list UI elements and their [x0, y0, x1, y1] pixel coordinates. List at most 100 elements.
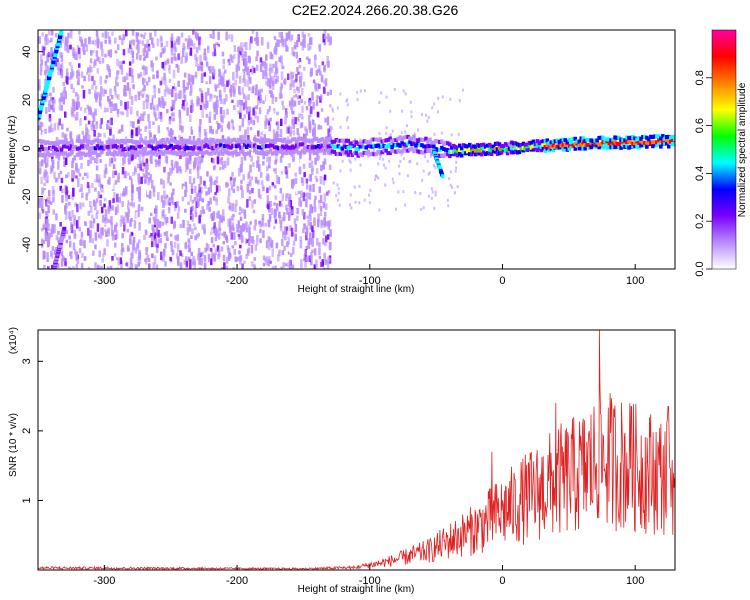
noise-cell	[297, 71, 300, 75]
noise-cell	[192, 135, 196, 141]
noise-cell	[214, 227, 218, 235]
signal-cell	[356, 147, 360, 151]
noise-cell	[195, 201, 198, 208]
noise-cell	[132, 241, 135, 251]
signal-cell	[533, 146, 538, 151]
signal-cell	[316, 139, 321, 143]
noise-cell	[290, 146, 293, 153]
noise-cell	[104, 208, 108, 217]
noise-cell	[80, 184, 83, 190]
signal-cell	[149, 150, 153, 154]
noise-cell	[245, 228, 249, 233]
noise-cell	[177, 65, 180, 73]
noise-cell	[316, 168, 319, 175]
noise-cell	[165, 156, 169, 164]
signal-cell	[442, 147, 446, 152]
noise-cell	[257, 130, 260, 137]
signal-cell	[87, 146, 92, 151]
signal-cell	[434, 138, 438, 143]
signal-cell	[197, 150, 201, 155]
signal-cell	[499, 150, 504, 155]
noise-cell	[244, 100, 248, 109]
noise-cell	[243, 79, 247, 87]
noise-cell	[123, 76, 127, 83]
noise-cell	[250, 37, 253, 44]
noise-cell	[298, 58, 302, 62]
noise-cell	[233, 105, 236, 110]
noise-cell	[180, 177, 183, 183]
noise-cell	[106, 218, 110, 224]
noise-cell	[325, 221, 328, 226]
noise-cell	[414, 191, 417, 194]
noise-cell	[389, 109, 392, 113]
signal-cell	[368, 144, 372, 149]
signal-cell	[103, 150, 108, 155]
noise-cell	[258, 164, 261, 172]
noise-cell	[198, 43, 201, 51]
noise-cell	[384, 183, 387, 187]
noise-cell	[144, 162, 147, 170]
noise-cell	[326, 91, 330, 96]
noise-cell	[304, 262, 307, 268]
noise-cell	[268, 67, 272, 77]
signal-cell	[466, 149, 470, 154]
signal-cell	[266, 144, 271, 149]
noise-cell	[186, 220, 190, 226]
noise-cell	[219, 57, 223, 62]
signal-cell	[181, 152, 185, 157]
noise-cell	[97, 39, 100, 44]
noise-cell	[329, 241, 332, 250]
noise-cell	[239, 135, 242, 140]
signal-cell	[143, 140, 147, 145]
noise-cell	[246, 79, 250, 88]
signal-cell	[472, 150, 476, 155]
signal-cell	[475, 143, 480, 147]
signal-cell	[310, 145, 315, 150]
noise-cell	[194, 128, 197, 137]
signal-cell	[83, 144, 88, 149]
noise-cell	[164, 217, 168, 225]
signal-cell	[46, 140, 50, 145]
signal-cell	[282, 137, 287, 142]
noise-cell	[114, 206, 118, 212]
signal-cell	[539, 139, 544, 144]
noise-cell	[179, 124, 182, 131]
noise-cell	[289, 126, 293, 134]
noise-cell	[91, 120, 95, 128]
noise-cell	[173, 52, 176, 61]
noise-cell	[168, 118, 172, 125]
noise-cell	[238, 99, 242, 106]
noise-cell	[108, 158, 112, 167]
noise-cell	[46, 37, 49, 45]
noise-cell	[46, 175, 49, 184]
noise-cell	[94, 59, 97, 66]
noise-cell	[194, 71, 198, 77]
noise-cell	[277, 39, 280, 47]
signal-cell	[382, 138, 386, 143]
noise-cell	[311, 225, 314, 232]
signal-cell	[599, 135, 603, 140]
signal-cell	[444, 140, 448, 145]
noise-cell	[246, 199, 249, 208]
noise-cell	[225, 31, 228, 41]
signal-cell	[55, 152, 60, 157]
signal-cell	[448, 150, 452, 154]
signal-cell	[442, 154, 446, 158]
noise-cell	[73, 48, 76, 56]
signal-cell	[583, 146, 587, 151]
signal-cell	[426, 143, 430, 148]
noise-cell	[50, 76, 53, 85]
noise-cell	[118, 61, 121, 68]
noise-cell	[267, 242, 271, 251]
noise-cell	[41, 203, 44, 211]
noise-cell	[322, 176, 325, 186]
noise-cell	[201, 72, 204, 78]
noise-cell	[194, 211, 198, 218]
noise-cell	[243, 209, 247, 216]
noise-cell	[214, 236, 218, 242]
noise-cell	[300, 41, 303, 46]
noise-cell	[248, 86, 251, 91]
noise-cell	[400, 131, 403, 134]
signal-cell	[406, 148, 410, 153]
noise-cell	[187, 244, 191, 253]
